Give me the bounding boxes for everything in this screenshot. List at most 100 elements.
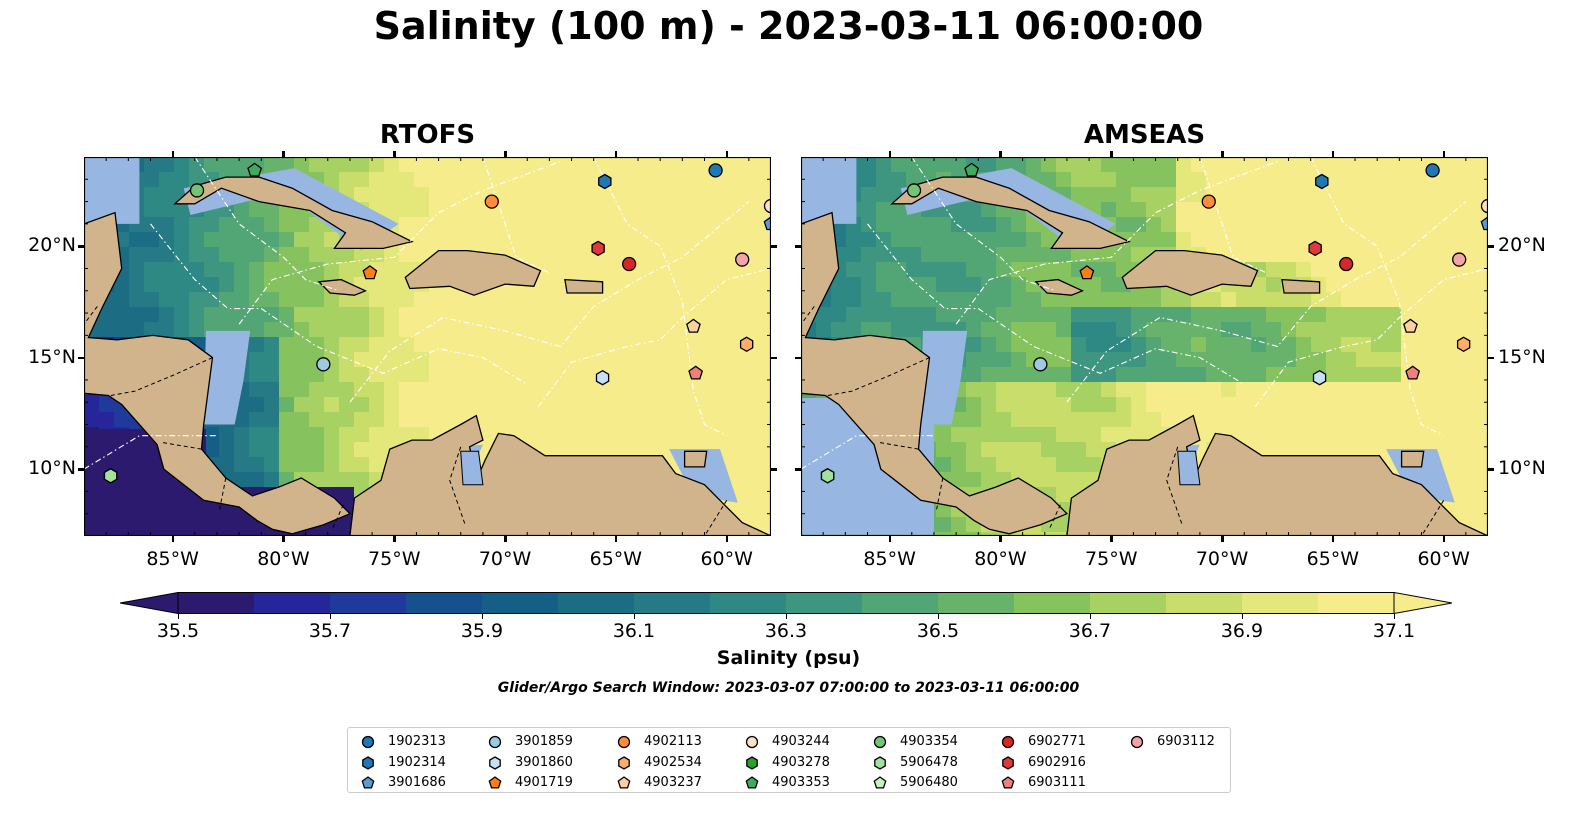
float-4903237 xyxy=(686,318,701,333)
colorbar-tick xyxy=(1241,614,1243,619)
map-frame xyxy=(84,157,771,536)
lon-tick-bottom xyxy=(999,536,1002,542)
lon-tick-top xyxy=(171,151,175,157)
colorbar-bin xyxy=(938,592,1015,614)
pentagon-marker-icon xyxy=(745,776,759,789)
lat-tick-label-right: 20°N xyxy=(1498,234,1546,257)
lat-tick-right xyxy=(771,356,777,360)
colorbar-bin xyxy=(482,592,559,614)
circle-marker-icon xyxy=(488,735,502,749)
lon-tick-label: 85°W xyxy=(863,548,916,570)
lon-tick-bottom xyxy=(1110,536,1113,542)
hexagon-marker-icon xyxy=(874,755,886,770)
colorbar-tick-label: 36.9 xyxy=(1220,620,1264,642)
legend-label: 4902534 xyxy=(644,754,702,770)
float-1902313 xyxy=(1425,163,1440,178)
colorbar-bin xyxy=(1318,592,1395,614)
colorbar-frame xyxy=(177,592,1395,614)
hexagon-marker-icon xyxy=(746,755,758,770)
lon-tick-bottom xyxy=(1221,536,1224,542)
lon-tick-label: 70°W xyxy=(1195,548,1249,570)
colorbar-tick-label: 36.7 xyxy=(1068,620,1112,642)
lon-tick-label: 75°W xyxy=(1085,548,1138,570)
colorbar-bin xyxy=(710,592,787,614)
float-4902534 xyxy=(739,336,754,353)
pentagon-marker-icon xyxy=(873,776,887,789)
float-3901686 xyxy=(763,216,771,231)
colorbar-tick-label: 35.5 xyxy=(156,620,200,642)
lon-tick-top xyxy=(393,151,396,157)
land-masses xyxy=(84,176,771,536)
float-5906478 xyxy=(820,468,835,484)
figure-title: Salinity (100 m) - 2023-03-11 06:00:00 xyxy=(373,4,1204,48)
float-4902113 xyxy=(1201,194,1216,209)
lon-tick-top xyxy=(888,151,892,157)
float-3901860 xyxy=(1312,369,1327,386)
colorbar-bin xyxy=(1242,592,1319,614)
legend-label: 4903353 xyxy=(772,775,830,790)
lat-tick-right xyxy=(1488,245,1494,248)
float-1902314 xyxy=(598,173,612,190)
float-4902534 xyxy=(1456,336,1471,353)
lat-tick-label-left: 20°N xyxy=(28,234,76,257)
legend-label: 6903112 xyxy=(1157,734,1215,749)
lat-tick-label-right: 15°N xyxy=(1498,345,1546,368)
float-4902113 xyxy=(484,194,499,209)
lon-tick-top xyxy=(725,151,729,157)
float-legend: 1902313 1902314 3901686 3901859 3901860 49017… xyxy=(347,727,1231,793)
colorbar-tick-label: 35.7 xyxy=(308,620,352,642)
lon-tick-top xyxy=(1221,151,1224,157)
colorbar-bin xyxy=(178,592,255,614)
colorbar-bin xyxy=(1166,592,1243,614)
float-6903111 xyxy=(1405,365,1421,380)
legend-label: 6903111 xyxy=(1028,775,1086,790)
lon-tick-bottom xyxy=(393,536,396,542)
legend-label: 3901859 xyxy=(515,734,573,749)
float-6903111 xyxy=(688,365,704,380)
float-4903354 xyxy=(189,183,205,198)
float-4903354 xyxy=(906,183,922,198)
float-3901859 xyxy=(1033,357,1048,372)
circle-marker-icon xyxy=(1001,735,1015,749)
panel-title-amseas: AMSEAS xyxy=(1083,120,1206,150)
float-4903353 xyxy=(964,162,980,177)
lon-tick-label: 85°W xyxy=(146,548,199,570)
land-masses xyxy=(801,176,1488,536)
float-6903112 xyxy=(1452,252,1467,267)
lon-tick-bottom xyxy=(171,536,175,542)
pentagon-marker-icon xyxy=(1001,776,1015,789)
search-window-note: Glider/Argo Search Window: 2023-03-07 07… xyxy=(497,680,1080,696)
colorbar-tick xyxy=(785,614,787,619)
legend-label: 1902313 xyxy=(388,734,446,749)
lat-tick-label-left: 15°N xyxy=(28,345,76,368)
lon-tick-label: 65°W xyxy=(589,548,643,570)
colorbar-tick-label: 36.5 xyxy=(916,620,960,642)
hexagon-marker-icon xyxy=(618,755,630,770)
float-3901859 xyxy=(316,357,331,372)
lon-tick-label: 60°W xyxy=(700,548,753,570)
lon-tick-label: 80°W xyxy=(974,548,1027,570)
colorbar-tick-label: 37.1 xyxy=(1372,620,1416,642)
float-4901719 xyxy=(1079,265,1095,280)
argo-floats xyxy=(103,162,771,484)
colorbar-bin xyxy=(558,592,635,614)
legend-label: 4901719 xyxy=(515,775,573,790)
map-panel-rtofs xyxy=(84,157,771,536)
colorbar-tick xyxy=(1393,614,1395,619)
float-6902771 xyxy=(1339,256,1354,272)
map-frame xyxy=(801,157,1488,536)
colorbar-tick xyxy=(1089,614,1091,619)
float-1902314 xyxy=(1315,173,1329,190)
lon-tick-top xyxy=(504,151,507,157)
pentagon-marker-icon xyxy=(617,776,631,789)
eez-boundaries xyxy=(84,157,771,470)
colorbar-tick-label: 36.3 xyxy=(764,620,808,642)
legend-label: 6902916 xyxy=(1028,754,1086,770)
float-6902916 xyxy=(591,240,605,257)
lon-tick-top xyxy=(614,151,618,157)
float-6902771 xyxy=(622,256,637,272)
float-4903244 xyxy=(763,198,771,214)
lon-tick-bottom xyxy=(725,536,729,542)
pentagon-marker-icon xyxy=(488,776,502,789)
lat-tick-label-left: 10°N xyxy=(28,457,76,480)
